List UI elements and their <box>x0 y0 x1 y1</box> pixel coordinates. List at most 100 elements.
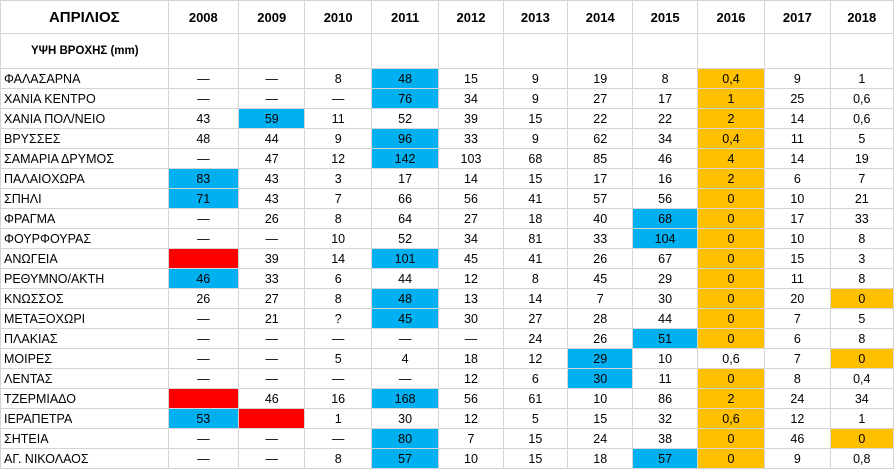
rainfall-value-cell[interactable]: 9 <box>764 448 831 469</box>
rainfall-value-cell[interactable]: 8 <box>829 228 894 249</box>
rainfall-value-cell[interactable]: — <box>238 428 306 449</box>
rainfall-value-cell[interactable]: 12 <box>438 408 504 429</box>
rainfall-value-cell[interactable]: 96 <box>370 128 440 149</box>
rainfall-value-cell[interactable]: 14 <box>502 288 569 309</box>
rainfall-value-cell[interactable]: 2 <box>696 388 766 409</box>
month-title[interactable]: ΑΠΡΙΛΙΟΣ <box>0 0 169 34</box>
rainfall-value-cell[interactable]: 17 <box>567 168 634 189</box>
rainfall-value-cell[interactable]: 0 <box>696 308 766 329</box>
rainfall-value-cell[interactable]: 5 <box>502 408 569 429</box>
rainfall-value-cell[interactable]: 71 <box>167 188 240 209</box>
rainfall-value-cell[interactable]: 103 <box>438 148 504 169</box>
rainfall-value-cell[interactable]: 16 <box>632 168 698 189</box>
rainfall-value-cell[interactable]: — <box>238 88 306 109</box>
rainfall-value-cell[interactable]: 3 <box>304 168 372 189</box>
rainfall-value-cell[interactable]: 34 <box>438 228 504 249</box>
rainfall-value-cell[interactable]: — <box>304 368 372 389</box>
rainfall-value-cell[interactable]: 17 <box>370 168 440 189</box>
rainfall-value-cell[interactable]: — <box>304 428 372 449</box>
unit-label[interactable]: ΥΨΗ ΒΡΟΧΗΣ (mm) <box>0 33 169 69</box>
year-header[interactable]: 2013 <box>502 0 569 34</box>
rainfall-value-cell[interactable]: 7 <box>764 348 831 369</box>
rainfall-value-cell[interactable]: 8 <box>829 268 894 289</box>
rainfall-value-cell[interactable]: — <box>167 228 240 249</box>
station-name-cell[interactable]: ΒΡΥΣΣΕΣ <box>0 128 169 149</box>
rainfall-value-cell[interactable]: 0 <box>696 248 766 269</box>
rainfall-value-cell[interactable]: — <box>238 68 306 89</box>
rainfall-value-cell[interactable]: — <box>167 448 240 469</box>
station-name-cell[interactable]: ΠΛΑΚΙΑΣ <box>0 328 169 349</box>
station-name-cell[interactable]: ΠΑΛΑΙΟΧΩΡΑ <box>0 168 169 189</box>
empty-cell[interactable] <box>567 33 634 69</box>
rainfall-value-cell[interactable]: 0 <box>829 348 894 369</box>
rainfall-value-cell[interactable]: 41 <box>502 188 569 209</box>
rainfall-value-cell[interactable]: 28 <box>567 308 634 329</box>
rainfall-value-cell[interactable]: 12 <box>764 408 831 429</box>
rainfall-value-cell[interactable]: 43 <box>238 168 306 189</box>
rainfall-value-cell[interactable]: — <box>167 428 240 449</box>
rainfall-value-cell[interactable]: 2 <box>696 108 766 129</box>
rainfall-value-cell[interactable]: 68 <box>632 208 698 229</box>
rainfall-value-cell[interactable]: 48 <box>370 288 440 309</box>
year-header[interactable]: 2011 <box>370 0 440 34</box>
rainfall-value-cell[interactable]: 57 <box>567 188 634 209</box>
rainfall-value-cell[interactable]: 38 <box>632 428 698 449</box>
rainfall-value-cell[interactable]: 46 <box>238 388 306 409</box>
rainfall-value-cell[interactable] <box>167 388 240 409</box>
rainfall-value-cell[interactable]: 18 <box>567 448 634 469</box>
rainfall-value-cell[interactable]: 4 <box>370 348 440 369</box>
rainfall-value-cell[interactable]: 46 <box>167 268 240 289</box>
empty-cell[interactable] <box>370 33 440 69</box>
rainfall-value-cell[interactable]: 41 <box>502 248 569 269</box>
rainfall-value-cell[interactable]: 43 <box>238 188 306 209</box>
rainfall-value-cell[interactable]: 22 <box>632 108 698 129</box>
rainfall-value-cell[interactable]: 39 <box>438 108 504 129</box>
rainfall-value-cell[interactable]: 5 <box>829 308 894 329</box>
rainfall-value-cell[interactable]: 2 <box>696 168 766 189</box>
empty-cell[interactable] <box>829 33 894 69</box>
rainfall-value-cell[interactable]: 52 <box>370 228 440 249</box>
rainfall-value-cell[interactable]: 15 <box>502 168 569 189</box>
rainfall-value-cell[interactable]: 0 <box>696 328 766 349</box>
year-header[interactable]: 2014 <box>567 0 634 34</box>
rainfall-value-cell[interactable]: 6 <box>764 168 831 189</box>
rainfall-value-cell[interactable]: 6 <box>764 328 831 349</box>
rainfall-value-cell[interactable]: ? <box>304 308 372 329</box>
rainfall-value-cell[interactable]: — <box>167 348 240 369</box>
rainfall-value-cell[interactable]: 9 <box>502 68 569 89</box>
rainfall-value-cell[interactable]: 30 <box>438 308 504 329</box>
rainfall-value-cell[interactable]: 10 <box>567 388 634 409</box>
rainfall-value-cell[interactable]: 8 <box>304 68 372 89</box>
station-name-cell[interactable]: ΑΓ. ΝΙΚΟΛΑΟΣ <box>0 448 169 469</box>
rainfall-value-cell[interactable]: 15 <box>502 428 569 449</box>
rainfall-value-cell[interactable]: 51 <box>632 328 698 349</box>
rainfall-value-cell[interactable]: 15 <box>438 68 504 89</box>
rainfall-value-cell[interactable]: 64 <box>370 208 440 229</box>
rainfall-value-cell[interactable]: 14 <box>304 248 372 269</box>
rainfall-value-cell[interactable]: 1 <box>696 88 766 109</box>
rainfall-value-cell[interactable]: 0,6 <box>829 88 894 109</box>
rainfall-value-cell[interactable]: 56 <box>438 188 504 209</box>
empty-cell[interactable] <box>502 33 569 69</box>
rainfall-value-cell[interactable]: 52 <box>370 108 440 129</box>
rainfall-value-cell[interactable]: 0 <box>829 288 894 309</box>
rainfall-value-cell[interactable]: — <box>370 328 440 349</box>
rainfall-value-cell[interactable]: 12 <box>304 148 372 169</box>
rainfall-value-cell[interactable]: — <box>167 68 240 89</box>
rainfall-value-cell[interactable]: 9 <box>502 128 569 149</box>
rainfall-value-cell[interactable]: 168 <box>370 388 440 409</box>
rainfall-value-cell[interactable]: 17 <box>632 88 698 109</box>
rainfall-value-cell[interactable]: 14 <box>438 168 504 189</box>
station-name-cell[interactable]: ΛΕΝΤΑΣ <box>0 368 169 389</box>
rainfall-value-cell[interactable]: 1 <box>829 408 894 429</box>
rainfall-value-cell[interactable]: 0,4 <box>696 68 766 89</box>
station-name-cell[interactable]: ΜΕΤΑΞΟΧΩΡΙ <box>0 308 169 329</box>
rainfall-value-cell[interactable]: 14 <box>764 108 831 129</box>
rainfall-value-cell[interactable]: 16 <box>304 388 372 409</box>
rainfall-value-cell[interactable]: 11 <box>632 368 698 389</box>
rainfall-value-cell[interactable]: 27 <box>238 288 306 309</box>
rainfall-value-cell[interactable]: 44 <box>370 268 440 289</box>
rainfall-value-cell[interactable]: 81 <box>502 228 569 249</box>
rainfall-value-cell[interactable]: 8 <box>304 448 372 469</box>
rainfall-value-cell[interactable]: 29 <box>632 268 698 289</box>
